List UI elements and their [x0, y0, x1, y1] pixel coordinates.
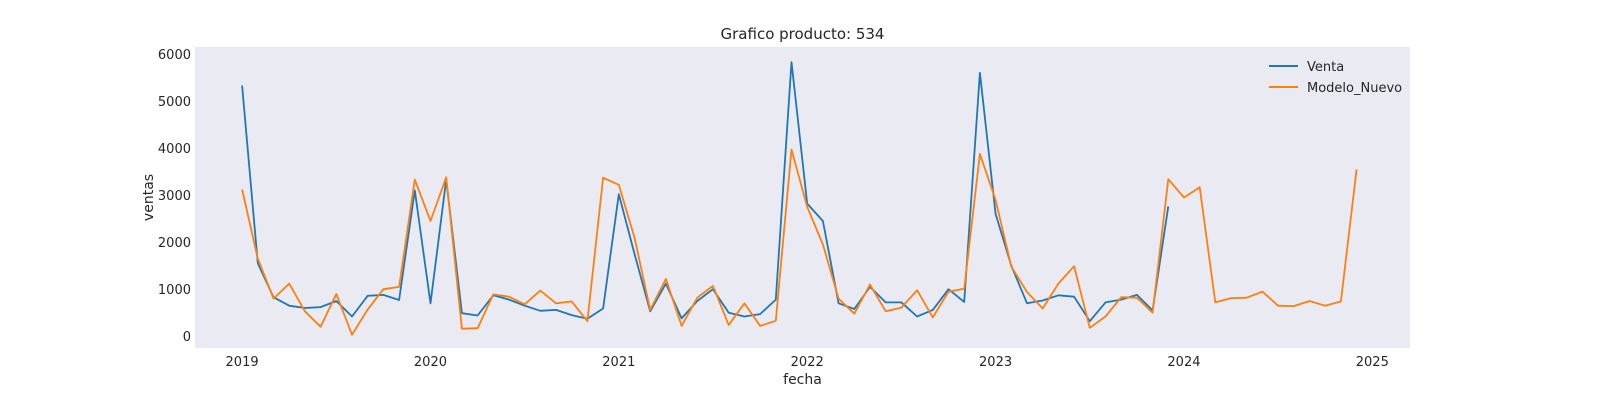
x-tick-label: 2023: [979, 355, 1012, 370]
series-lines: [241, 61, 1358, 336]
y-tick-label: 0: [183, 330, 191, 345]
chart-title: Grafico producto: 534: [721, 25, 885, 43]
y-tick-label: 4000: [158, 142, 191, 157]
y-ticks: 0 1000 2000 3000 4000 5000 6000: [158, 48, 191, 345]
x-axis-label: fecha: [783, 372, 822, 388]
x-tick-label: 2019: [226, 355, 259, 370]
x-tick-label: 2025: [1356, 355, 1389, 370]
x-tick-label: 2020: [414, 355, 447, 370]
plot-background: [195, 47, 1410, 348]
y-axis-label: ventas: [141, 174, 157, 221]
x-tick-label: 2022: [791, 355, 824, 370]
legend-label: Modelo_Nuevo: [1307, 81, 1402, 96]
legend: Venta Modelo_Nuevo: [1269, 60, 1402, 96]
y-tick-label: 2000: [158, 236, 191, 251]
legend-label: Venta: [1307, 60, 1344, 75]
x-tick-label: 2024: [1167, 355, 1200, 370]
x-tick-label: 2021: [602, 355, 635, 370]
y-tick-label: 5000: [158, 95, 191, 110]
x-ticks: 2019 2020 2021 2022 2023 2024 2025: [226, 355, 1389, 370]
y-tick-label: 6000: [158, 48, 191, 63]
y-tick-label: 1000: [158, 283, 191, 298]
y-tick-label: 3000: [158, 189, 191, 204]
series-line-modelo-nuevo: [241, 148, 1358, 336]
